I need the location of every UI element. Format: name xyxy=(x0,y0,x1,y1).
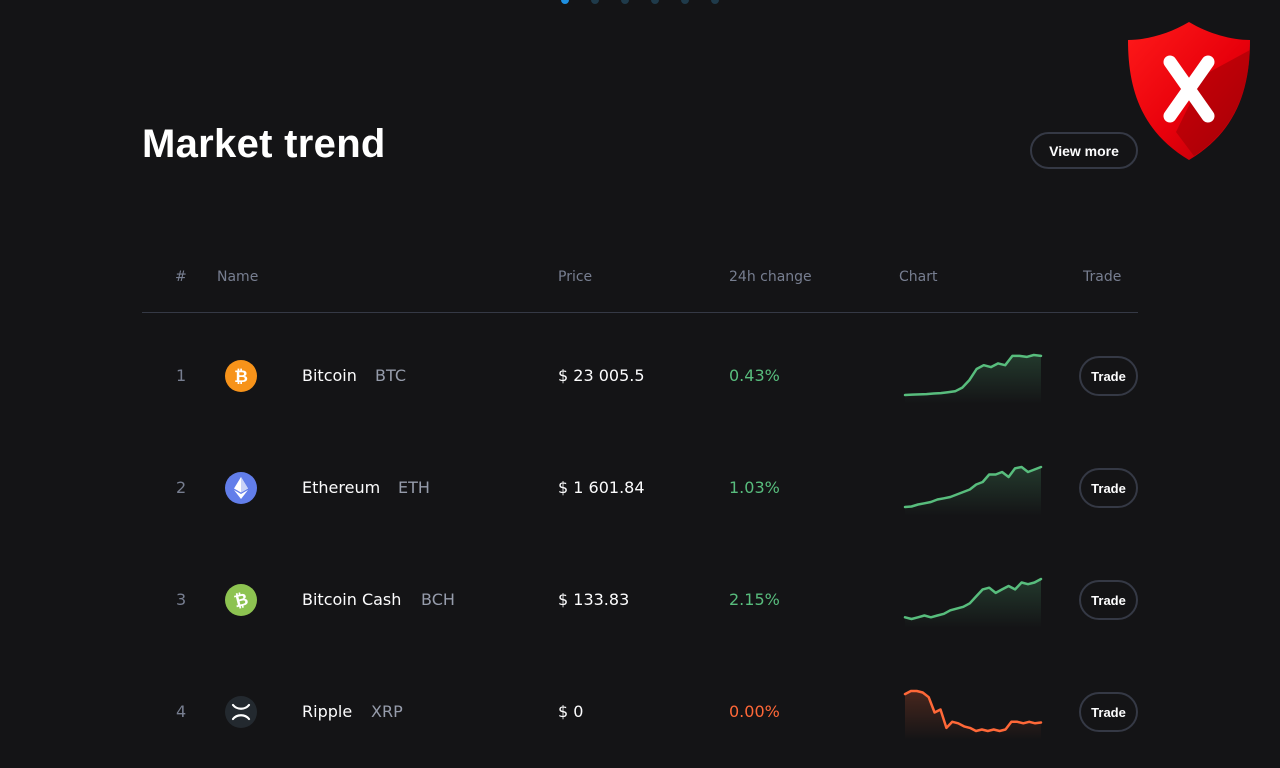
coin-price: $ 23 005.5 xyxy=(558,366,645,385)
coin-change: 0.00% xyxy=(729,702,780,721)
carousel-dot[interactable] xyxy=(681,0,689,4)
sparkline-line xyxy=(903,353,1043,397)
ripple-icon xyxy=(225,696,257,728)
svg-text:₿: ₿ xyxy=(232,590,250,613)
row-rank: 1 xyxy=(176,366,187,385)
column-chart: Chart xyxy=(899,269,938,285)
coin-symbol: BTC xyxy=(375,366,406,385)
carousel-pagination xyxy=(561,0,719,4)
sparkline-line xyxy=(903,465,1043,509)
column-price: Price xyxy=(558,269,593,285)
bitcoin-icon: ₿ xyxy=(225,360,257,392)
bitcoin-cash-icon: ₿ xyxy=(225,584,257,616)
market-table: # Name Price 24h change Chart Trade 1 ₿ … xyxy=(142,240,1138,761)
table-row[interactable]: 3 ₿ Bitcoin Cash BCH $ 133.83 2.15% Trad… xyxy=(142,537,1138,649)
page-title: Market trend xyxy=(142,122,386,166)
carousel-dot[interactable] xyxy=(651,0,659,4)
table-row[interactable]: 4 Ripple XRP $ 0 0.00% Trade xyxy=(142,649,1138,761)
column-trade: Trade xyxy=(1083,269,1122,285)
coin-price: $ 1 601.84 xyxy=(558,478,645,497)
trade-button[interactable]: Trade xyxy=(1079,692,1138,732)
svg-text:₿: ₿ xyxy=(234,367,248,387)
sparkline-line xyxy=(903,689,1043,733)
coin-name[interactable]: Bitcoin xyxy=(302,366,357,385)
coin-name[interactable]: Ethereum xyxy=(302,478,381,497)
ethereum-icon xyxy=(225,472,257,504)
column-change: 24h change xyxy=(729,269,812,285)
row-rank: 4 xyxy=(176,702,187,721)
sparkline-area xyxy=(905,691,1041,740)
sparkline-chart xyxy=(903,465,1043,516)
sparkline-chart xyxy=(903,353,1043,404)
column-name: Name xyxy=(217,269,259,285)
carousel-dot[interactable] xyxy=(711,0,719,4)
row-rank: 2 xyxy=(176,478,187,497)
sparkline-area xyxy=(905,579,1041,628)
trade-button[interactable]: Trade xyxy=(1079,580,1138,620)
table-row[interactable]: 1 ₿ Bitcoin BTC $ 23 005.5 0.43% Trade xyxy=(142,313,1138,425)
table-header: # Name Price 24h change Chart Trade xyxy=(142,240,1138,313)
coin-change: 2.15% xyxy=(729,590,780,609)
sparkline-chart xyxy=(903,689,1043,740)
trade-button[interactable]: Trade xyxy=(1079,468,1138,508)
carousel-dot[interactable] xyxy=(561,0,569,4)
coin-symbol: XRP xyxy=(371,702,403,721)
view-more-button[interactable]: View more xyxy=(1030,132,1138,169)
coin-symbol: BCH xyxy=(421,590,455,609)
coin-change: 0.43% xyxy=(729,366,780,385)
carousel-dot[interactable] xyxy=(591,0,599,4)
table-row[interactable]: 2 Ethereum ETH $ 1 601.84 1.03% Trade xyxy=(142,425,1138,537)
sparkline-area xyxy=(905,467,1041,516)
sparkline-chart xyxy=(903,577,1043,628)
row-rank: 3 xyxy=(176,590,187,609)
coin-symbol: ETH xyxy=(398,478,430,497)
coin-price: $ 133.83 xyxy=(558,590,630,609)
coin-name[interactable]: Bitcoin Cash xyxy=(302,590,402,609)
coin-name[interactable]: Ripple xyxy=(302,702,353,721)
shield-x-icon[interactable] xyxy=(1124,20,1254,162)
column-rank: # xyxy=(175,269,187,285)
trade-button[interactable]: Trade xyxy=(1079,356,1138,396)
coin-price: $ 0 xyxy=(558,702,584,721)
sparkline-line xyxy=(903,577,1043,621)
sparkline-area xyxy=(905,355,1041,404)
coin-change: 1.03% xyxy=(729,478,780,497)
carousel-dot[interactable] xyxy=(621,0,629,4)
